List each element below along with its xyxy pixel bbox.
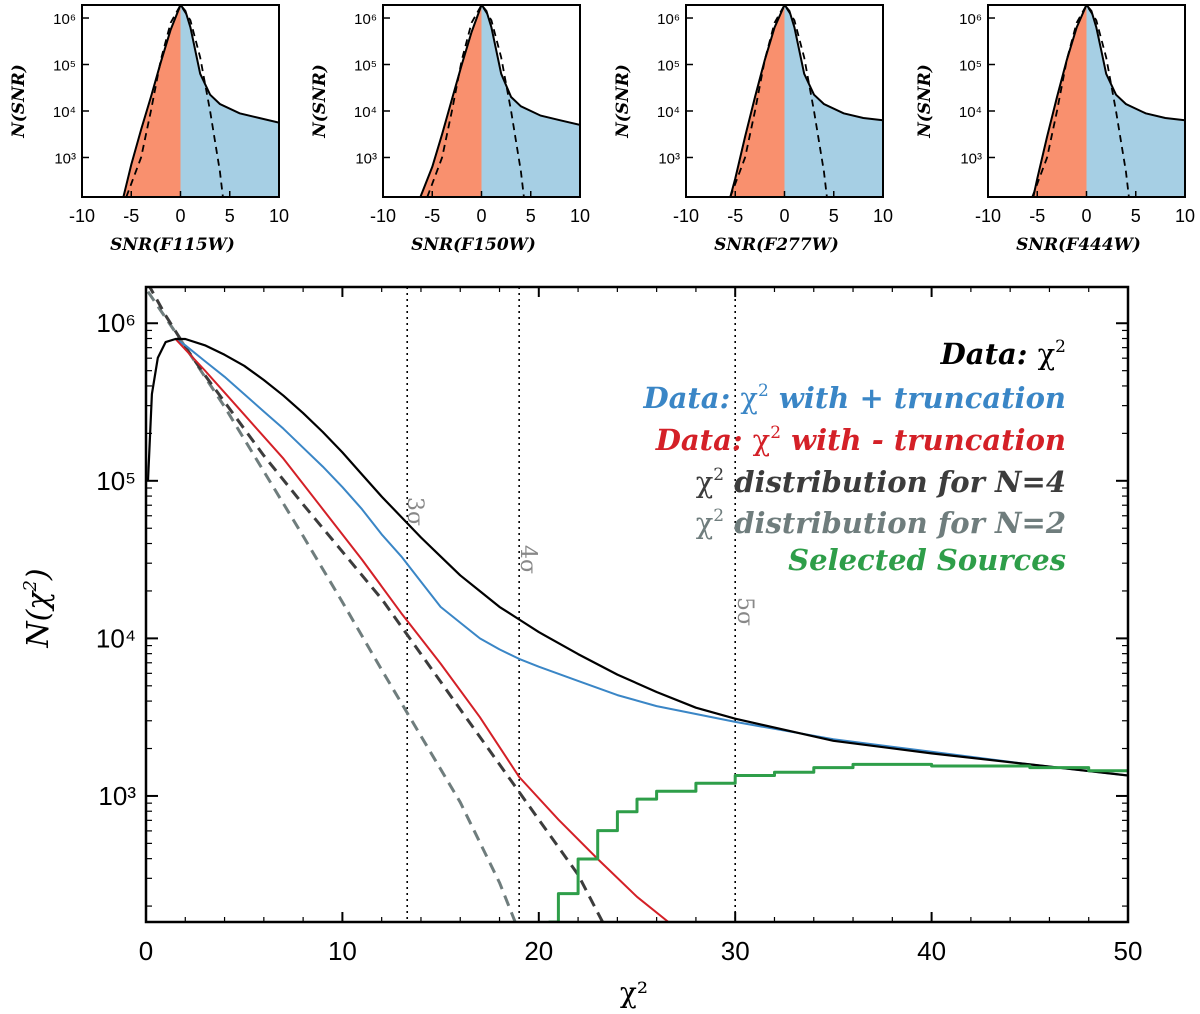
y-tick-label: 10⁴ bbox=[53, 104, 76, 121]
legend-entry-5: χ2 distribution for N=2 bbox=[696, 506, 1066, 540]
y-tick-label: 10⁵ bbox=[959, 58, 982, 75]
chi2-plot-area bbox=[146, 287, 1128, 922]
x-tick-label: 30 bbox=[721, 936, 750, 966]
snr-ylabel: N(SNR) bbox=[613, 64, 633, 139]
x-tick-label: 10 bbox=[1175, 206, 1195, 226]
y-tick-label: 10⁵ bbox=[96, 466, 136, 496]
y-tick-label: 10⁴ bbox=[959, 104, 982, 121]
snr-data-line bbox=[419, 5, 580, 197]
snr-data-line bbox=[122, 5, 279, 197]
y-tick-label: 10⁵ bbox=[657, 58, 680, 75]
x-tick-label: 0 bbox=[139, 936, 153, 966]
snr-panel-1: -10 -5 0 5 10 10³ 10⁴ 10⁵ 10⁶ SNR(F115W) N(SNR) bbox=[9, 4, 289, 255]
snr-panel-3: -10 -5 0 5 10 10³ 10⁴ 10⁵ 10⁶ SNR(F277W) N(SNR) bbox=[613, 4, 893, 255]
snr-plot-area bbox=[1031, 5, 1185, 197]
chi2-xlabel: χ² bbox=[620, 976, 648, 1009]
x-tick-label: 0 bbox=[476, 206, 486, 226]
y-tick-label: 10⁵ bbox=[354, 58, 377, 75]
snr-ylabel: N(SNR) bbox=[9, 64, 29, 139]
series-plus-truncation bbox=[174, 338, 1128, 777]
x-tick-label: 0 bbox=[1081, 206, 1091, 226]
x-tick-label: 5 bbox=[1131, 206, 1141, 226]
snr-gaussian-fit bbox=[125, 5, 224, 197]
x-tick-label: 40 bbox=[917, 936, 946, 966]
snr-fill-1 bbox=[784, 5, 883, 197]
y-tick-label: 10⁵ bbox=[53, 58, 76, 75]
y-tick-label: 10⁶ bbox=[657, 11, 680, 28]
snr-xlabel: SNR(F150W) bbox=[411, 235, 536, 255]
series-minus-truncation bbox=[174, 338, 670, 922]
x-tick-label: -5 bbox=[424, 206, 440, 226]
x-tick-label: 10 bbox=[570, 206, 590, 226]
snr-data-line bbox=[729, 5, 883, 197]
legend-entry-3: Data: χ2 with - truncation bbox=[655, 423, 1066, 457]
snr-gaussian-fit bbox=[426, 5, 525, 197]
y-tick-label: 10⁴ bbox=[657, 104, 680, 121]
y-tick-label: 10⁶ bbox=[959, 11, 982, 28]
y-tick-label: 10³ bbox=[658, 150, 680, 167]
x-tick-label: 50 bbox=[1114, 936, 1143, 966]
series-selected-sources bbox=[548, 762, 1128, 922]
x-tick-label: -10 bbox=[69, 206, 95, 226]
legend-entry-2: Data: χ2 with + truncation bbox=[642, 381, 1066, 415]
snr-panel-4: -10 -5 0 5 10 10³ 10⁴ 10⁵ 10⁶ SNR(F444W) N(SNR) bbox=[915, 4, 1195, 255]
chi2-ylabel: N(χ2) bbox=[20, 568, 56, 648]
x-tick-label: 0 bbox=[779, 206, 789, 226]
x-tick-label: 10 bbox=[328, 936, 357, 966]
y-tick-label: 10⁴ bbox=[354, 104, 377, 121]
snr-xlabel: SNR(F115W) bbox=[110, 235, 235, 255]
x-tick-label: 10 bbox=[873, 206, 893, 226]
x-tick-label: -10 bbox=[975, 206, 1001, 226]
snr-gaussian-fit bbox=[1031, 5, 1130, 197]
series-chi2-n4 bbox=[148, 287, 604, 922]
chi2-main-panel: 3σ 4σ 5σ 0 10 20 30 40 50 10³ 10⁴ 10⁵ 10⁶ χ² N(χ2) Data… bbox=[20, 285, 1143, 1009]
snr-data-line bbox=[1032, 5, 1185, 197]
snr-fill-0 bbox=[1033, 5, 1087, 197]
legend-entry-6: Selected Sources bbox=[788, 543, 1066, 577]
sigma-label-5: 5σ bbox=[732, 597, 757, 626]
y-tick-label: 10³ bbox=[355, 150, 377, 167]
legend-entry-1: Data: χ2​ bbox=[940, 337, 1066, 371]
series-data-chi2 bbox=[146, 337, 1128, 777]
y-tick-label: 10⁴ bbox=[96, 623, 136, 653]
x-tick-label: -5 bbox=[1029, 206, 1045, 226]
x-tick-label: -5 bbox=[727, 206, 743, 226]
x-tick-label: 5 bbox=[829, 206, 839, 226]
snr-plot-area bbox=[122, 5, 279, 197]
x-tick-label: 0 bbox=[175, 206, 185, 226]
snr-plot-area bbox=[729, 5, 883, 197]
x-tick-label: 20 bbox=[524, 936, 553, 966]
snr-gaussian-fit bbox=[729, 5, 828, 197]
x-tick-label: -10 bbox=[370, 206, 396, 226]
snr-fill-1 bbox=[180, 5, 279, 197]
x-tick-label: -5 bbox=[123, 206, 139, 226]
chi2-frame bbox=[144, 285, 1130, 924]
x-tick-label: 5 bbox=[225, 206, 235, 226]
snr-xlabel: SNR(F277W) bbox=[714, 235, 839, 255]
snr-xlabel: SNR(F444W) bbox=[1016, 235, 1141, 255]
y-tick-label: 10³ bbox=[98, 781, 136, 811]
x-tick-label: 5 bbox=[526, 206, 536, 226]
snr-panels: -10 -5 0 5 1010³10⁴10⁵10⁶SNR(F115W)N(SNR)-10… bbox=[9, 4, 1195, 255]
series-chi2-n2 bbox=[146, 290, 517, 922]
snr-fill-1 bbox=[1086, 5, 1185, 197]
y-tick-label: 10³ bbox=[54, 150, 76, 167]
legend-entry-4: χ2 distribution for N=4 bbox=[696, 465, 1066, 499]
y-tick-label: 10⁶ bbox=[53, 11, 76, 28]
snr-ylabel: N(SNR) bbox=[915, 64, 935, 139]
sigma-label-4: 4σ bbox=[515, 545, 540, 574]
y-tick-label: 10⁶ bbox=[96, 308, 136, 338]
snr-fill-1 bbox=[481, 5, 580, 197]
x-tick-label: 10 bbox=[269, 206, 289, 226]
y-tick-label: 10⁶ bbox=[354, 11, 377, 28]
snr-ylabel: N(SNR) bbox=[310, 64, 330, 139]
snr-panel-2: -10 -5 0 5 10 10³ 10⁴ 10⁵ 10⁶ SNR(F150W) N(SNR) bbox=[310, 4, 590, 255]
y-tick-label: 10³ bbox=[960, 150, 982, 167]
sigma-label-3: 3σ bbox=[402, 497, 427, 526]
x-tick-label: -10 bbox=[673, 206, 699, 226]
snr-plot-area bbox=[419, 5, 580, 197]
